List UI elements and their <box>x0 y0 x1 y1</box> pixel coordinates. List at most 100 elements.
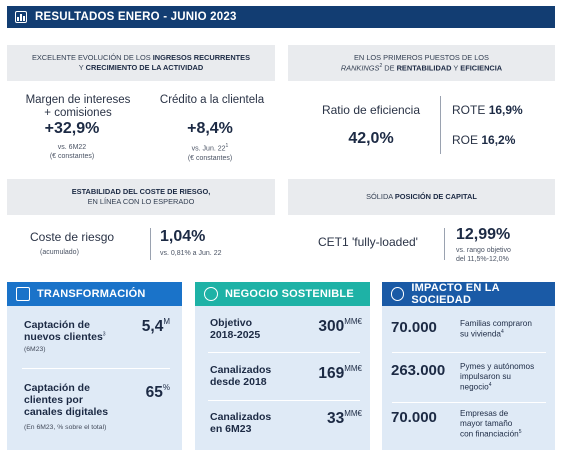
report-header: RESULTADOS ENERO - JUNIO 2023 <box>7 6 555 28</box>
label-line: Canalizados <box>210 411 272 423</box>
unit: M <box>163 317 170 326</box>
footnote-marker: 1 <box>225 143 229 149</box>
transformacion-row2-note: (En 6M23, % sobre el total) <box>24 424 107 431</box>
report-title: RESULTADOS ENERO - JUNIO 2023 <box>35 11 237 23</box>
margen-label-line2: + comisiones <box>44 106 112 119</box>
unit: % <box>162 383 170 392</box>
credito-sub1: vs. Jun. 22 <box>191 145 226 153</box>
impacto-row2-text: Pymes y autónomos impulsaron su negocio4 <box>460 362 534 392</box>
band-bold-text: INGRESOS RECURRENTES <box>152 53 251 63</box>
impacto-row2-value: 263.000 <box>391 362 446 379</box>
sostenible-panel <box>195 306 370 450</box>
label-line: en 6M23 <box>210 422 252 435</box>
transformacion-row1-value: 5,4M <box>120 317 170 336</box>
separator <box>208 352 360 353</box>
rote-value: 16,9% <box>488 103 523 117</box>
margen-sub1: vs. 6M22 <box>57 144 87 151</box>
separator <box>392 402 546 403</box>
footnote-marker: 3 <box>102 331 106 338</box>
credito-sub2: (€ constantes) <box>187 154 233 162</box>
text-line: negocio <box>460 382 489 392</box>
unit: MM€ <box>344 409 362 418</box>
label-line: Objetivo <box>210 317 253 329</box>
footnote-marker: 5 <box>518 428 522 435</box>
separator <box>22 368 170 369</box>
text-line: impulsaron su <box>460 371 511 381</box>
value: 5,4 <box>141 318 164 335</box>
label-line: 2018-2025 <box>210 328 261 341</box>
roe-value: 16,2% <box>481 133 516 147</box>
sostenible-row1-label: Objetivo 2018-2025 <box>210 317 261 342</box>
unit: MM€ <box>344 317 362 326</box>
separator <box>208 400 360 401</box>
cet1-note1: vs. rango objetivo <box>456 247 511 254</box>
riesgo-label: Coste de riesgo <box>30 230 115 244</box>
impacto-row1-text: Familias compraron su vivienda4 <box>460 319 532 339</box>
text-line: mayor tamaño <box>460 418 513 428</box>
impacto-row3-value: 70.000 <box>391 409 437 426</box>
sostenible-title: NEGOCIO SOSTENIBLE <box>225 288 354 300</box>
impacto-row3-text: Empresas de mayor tamaño con financiació… <box>460 409 522 439</box>
text-line: con financiación <box>460 429 519 439</box>
label-line: Captación de <box>24 319 90 331</box>
footnote-marker: 4 <box>500 328 504 335</box>
sostenible-row2-label: Canalizados desde 2018 <box>210 364 272 389</box>
credito-sub: vs. Jun. 221 (€ constantes) <box>150 143 270 163</box>
band-text: EN LOS PRIMEROS PUESTOS DE LOS <box>354 52 489 62</box>
cet1-value: 12,99% <box>456 226 511 243</box>
label-line: canales digitales <box>24 405 109 418</box>
rankings-band: EN LOS PRIMEROS PUESTOS DE LOS RANKINGS2… <box>288 45 555 81</box>
sostenible-header: NEGOCIO SOSTENIBLE <box>195 282 370 306</box>
rote-row: ROTE 16,9% <box>452 103 523 117</box>
transformacion-panel <box>7 306 182 450</box>
band-text: EN LÍNEA CON LO ESPERADO <box>87 197 195 206</box>
transformacion-row2-label: Captación de clientes por canales digita… <box>24 382 109 418</box>
roe-row: ROE 16,2% <box>452 133 515 147</box>
margen-label-line1: Margen de intereses <box>25 94 131 106</box>
divider <box>444 228 445 260</box>
margen-sub2: (€ constantes) <box>49 153 95 161</box>
divider <box>150 228 151 260</box>
band-text: DE <box>382 63 397 73</box>
roe-label: ROE <box>452 133 479 147</box>
margen-label: Margen de intereses + comisiones <box>12 94 144 119</box>
band-text: EXCELENTE EVOLUCIÓN DE LOS <box>31 53 153 63</box>
value: 300 <box>318 318 345 335</box>
impacto-title: IMPACTO EN LA SOCIEDAD <box>411 282 500 306</box>
text-line: Empresas de <box>460 409 509 418</box>
value: 65 <box>145 384 163 401</box>
cet1-label: CET1 'fully-loaded' <box>318 235 418 249</box>
bar-chart-icon <box>15 11 27 23</box>
footnote-marker: 2 <box>379 62 383 69</box>
credito-value: +8,4% <box>187 120 233 137</box>
transformacion-row2-value: 65% <box>120 383 170 402</box>
label-line: clientes por <box>24 393 83 406</box>
band-bold-text: CRECIMIENTO DE LA ACTIVIDAD <box>85 63 204 72</box>
credito-label: Crédito a la clientela <box>159 94 265 106</box>
band-text: Y <box>78 63 86 72</box>
people-icon <box>391 287 405 301</box>
capital-band: SÓLIDA POSICIÓN DE CAPITAL <box>288 179 555 215</box>
tablet-icon <box>16 287 30 301</box>
label-line: Canalizados <box>210 364 272 376</box>
footnote-marker: 4 <box>488 381 492 388</box>
band-bold-text: EFICIENCIA <box>460 63 503 73</box>
transformacion-header: TRANSFORMACIÓN <box>7 282 182 306</box>
margen-sub: vs. 6M22 (€ constantes) <box>12 143 132 162</box>
impacto-panel <box>382 306 555 450</box>
unit: MM€ <box>344 364 362 373</box>
impacto-row1-value: 70.000 <box>391 319 437 336</box>
value: 169 <box>318 365 345 382</box>
band-bold-text: RENTABILIDAD <box>396 63 452 73</box>
label-line: desde 2018 <box>210 375 267 388</box>
impacto-header: IMPACTO EN LA SOCIEDAD <box>382 282 555 306</box>
margen-value: +32,9% <box>44 120 100 137</box>
transformacion-title: TRANSFORMACIÓN <box>37 288 146 300</box>
rote-label: ROTE <box>452 103 486 117</box>
sostenible-row1-value: 300MM€ <box>292 317 362 336</box>
cet1-note2: del 11,5%-12,0% <box>456 256 509 264</box>
band-text: SÓLIDA <box>366 192 395 201</box>
cet1-note: vs. rango objetivo del 11,5%-12,0% <box>456 246 556 265</box>
eficiencia-label: Ratio de eficiencia <box>321 103 421 117</box>
riesgo-band: ESTABILIDAD DEL COSTE DE RIESGO, EN LÍNE… <box>7 179 275 215</box>
